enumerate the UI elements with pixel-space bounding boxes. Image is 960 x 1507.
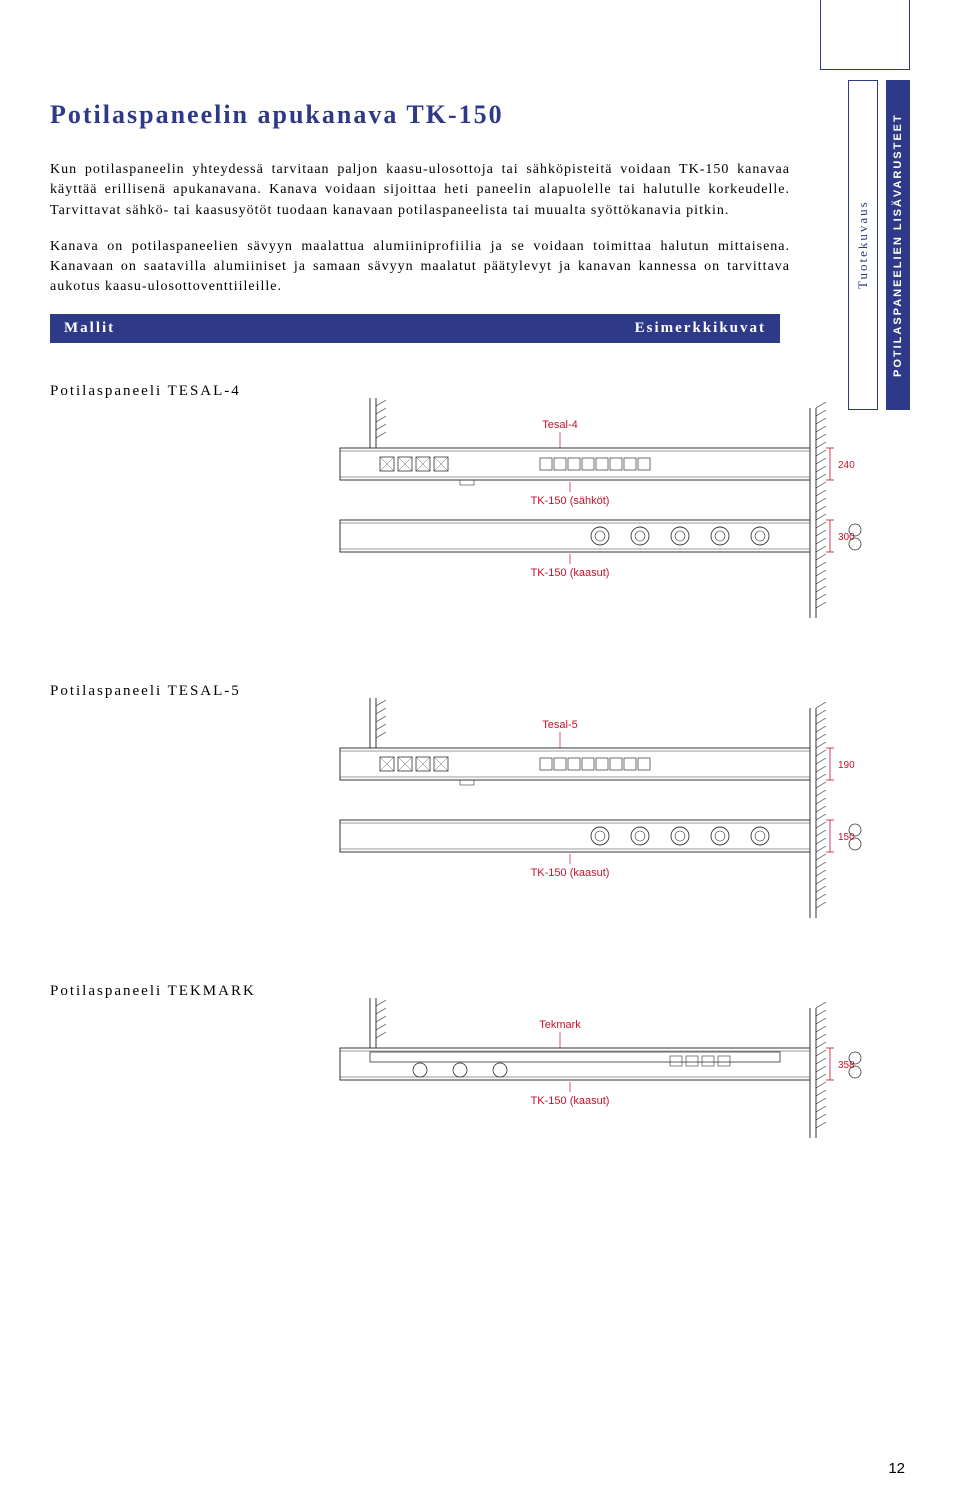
page-title: Potilaspaneelin apukanava TK-150 — [50, 100, 790, 130]
section-bar-left: Mallit — [64, 320, 115, 337]
diagram-wrap: Tekmark358TK-150 (kaasut) — [310, 998, 790, 1163]
svg-text:TK-150 (kaasut): TK-150 (kaasut) — [531, 867, 610, 879]
model-block: Potilaspaneeli TESAL-4Tesal-4240TK-150 (… — [50, 383, 790, 643]
svg-text:TK-150 (kaasut): TK-150 (kaasut) — [531, 1095, 610, 1107]
svg-text:Tekmark: Tekmark — [539, 1019, 581, 1031]
svg-text:190: 190 — [838, 760, 855, 771]
side-tabs: Tuotekuvaus POTILASPANEELIEN LISÄVARUSTE… — [848, 80, 910, 410]
svg-text:Tesal-5: Tesal-5 — [542, 719, 577, 731]
model-diagram: Tekmark 358 TK-150 (kaasut) — [310, 998, 890, 1158]
svg-text:358: 358 — [838, 1060, 855, 1071]
svg-text:TK-150 (sähköt): TK-150 (sähköt) — [531, 495, 610, 507]
intro-paragraph-1: Kun potilaspaneelin yhteydessä tarvitaan… — [50, 160, 790, 221]
svg-text:240: 240 — [838, 460, 855, 471]
side-tab-category: POTILASPANEELIEN LISÄVARUSTEET — [886, 80, 910, 410]
svg-text:150: 150 — [838, 832, 855, 843]
model-diagram: Tesal-4 240 TK-150 (sähköt) 300 TK-150 (kaas… — [310, 398, 890, 638]
svg-text:Tesal-4: Tesal-4 — [542, 419, 577, 431]
side-tab-description: Tuotekuvaus — [848, 80, 878, 410]
diagram-wrap: Tesal-4240TK-150 (sähköt)300TK-150 (kaas… — [310, 398, 790, 643]
model-diagram: Tesal-5 190 150 TK-150 (kaasut) — [310, 698, 890, 938]
page-number: 12 — [888, 1460, 905, 1477]
section-bar-right: Esimerkkikuvat — [635, 320, 766, 337]
svg-text:300: 300 — [838, 532, 855, 543]
diagram-wrap: Tesal-5190150TK-150 (kaasut) — [310, 698, 790, 943]
model-block: Potilaspaneeli TESAL-5Tesal-5190150TK-15… — [50, 683, 790, 943]
svg-text:TK-150 (kaasut): TK-150 (kaasut) — [531, 567, 610, 579]
intro-paragraph-2: Kanava on potilaspaneelien sävyyn maalat… — [50, 237, 790, 298]
header-corner-box — [820, 0, 910, 70]
section-bar: Mallit Esimerkkikuvat — [50, 314, 780, 343]
model-block: Potilaspaneeli TEKMARKTekmark358TK-150 (… — [50, 983, 790, 1163]
